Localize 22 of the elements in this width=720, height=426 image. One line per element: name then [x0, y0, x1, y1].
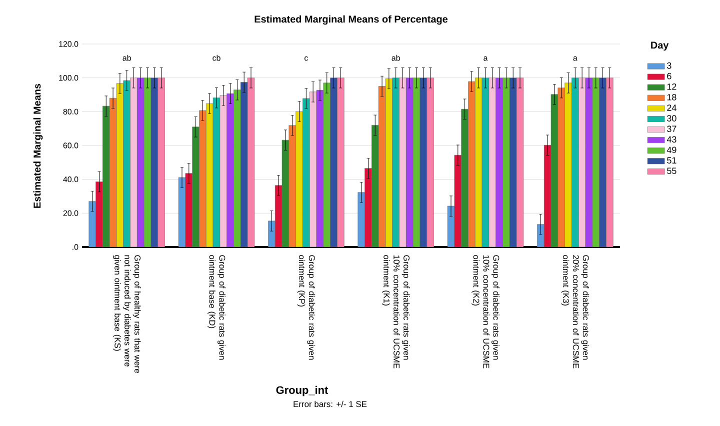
legend-label: 18	[667, 94, 676, 100]
legend-label: 51	[667, 157, 676, 164]
legend-label: 55	[667, 168, 676, 174]
legend-title: Day	[651, 42, 669, 51]
x-tick-label: Group of healthy rats that were not induced by diabetes were given ointment base (KS)	[112, 255, 141, 373]
legend-label: 24	[667, 104, 676, 111]
legend-label: 3	[667, 62, 672, 69]
legend-label: 49	[666, 146, 676, 154]
text: Error bars: +/- 1 SE	[294, 400, 367, 408]
legend-label: 37	[667, 126, 676, 132]
x-tick-label: Group of diabetic rats given 20% concentration of UCSME ointment (K3)	[561, 255, 590, 368]
x-tick-label: Group of diabetic rats given 10% concentration of UCSME ointment (K2)	[472, 255, 500, 368]
legend-label: 6	[667, 72, 672, 80]
legend-label: 43	[666, 136, 676, 143]
legend-label: 30	[667, 115, 676, 122]
x-tick-label: Group of diabetic rats given ointment (KP)	[297, 255, 316, 360]
legend-label: 12	[667, 83, 676, 90]
x-tick-label: Group of diabetic rats given 10% concentration of UCSME ointment (K1)	[382, 255, 410, 368]
y-axis-title: Estimated Marginal Means	[33, 84, 43, 208]
x-axis-title: Group_int	[276, 386, 328, 396]
x-tick-label: Group of diabetic rats given ointment base (KD)	[208, 255, 226, 360]
chart-title: Estimated Marginal Means of Percentage	[254, 15, 448, 25]
